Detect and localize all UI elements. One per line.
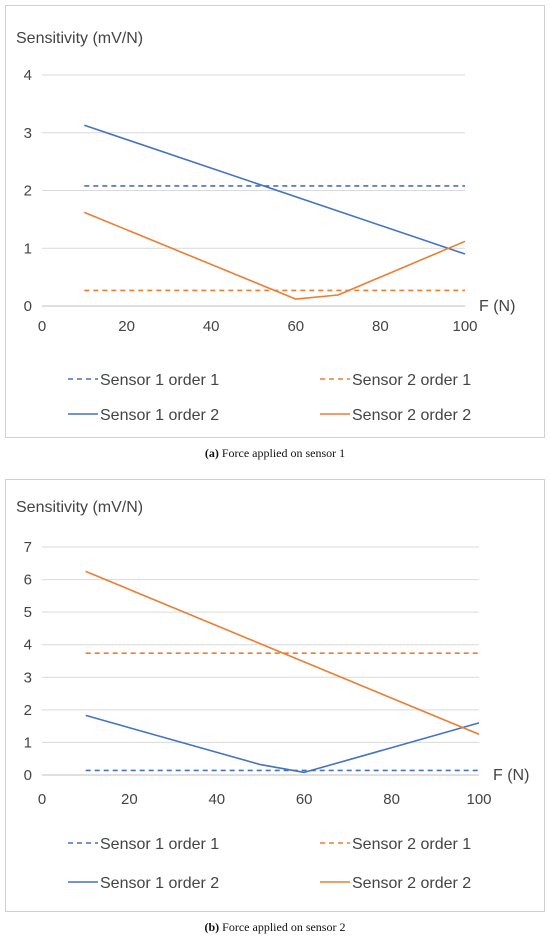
- chart-b-xtick-label: 100: [466, 791, 491, 808]
- chart-a-ytick-label: 4: [24, 67, 32, 84]
- chart-panel-b: 0 1 2 3 4 5 6 7 0 20 40 60 80 100 Sensitivity (mV/N) F …: [5, 479, 545, 912]
- chart-a-ytick-label: 2: [24, 183, 32, 200]
- chart-b-series-line-4: [85, 570, 480, 736]
- caption-a: (a) Force applied on sensor 1: [0, 446, 550, 461]
- chart-b-xtick-label: 0: [38, 791, 46, 808]
- chart-a-xtick-label: 100: [452, 318, 477, 335]
- chart-a-series-line-3: [84, 124, 466, 255]
- caption-b-text: Force applied on sensor 2: [219, 920, 346, 934]
- chart-b-series-line-3: [85, 714, 480, 774]
- chart-b-ytick-label: 6: [24, 572, 32, 589]
- chart-a-legend-label: Sensor 2 order 2: [352, 407, 471, 424]
- chart-a-series-line-4: [83, 211, 466, 300]
- caption-b-label: (b): [204, 920, 220, 934]
- chart-a-xtick-label: 40: [203, 318, 220, 335]
- chart-b-legend-label: Sensor 1 order 2: [100, 875, 219, 892]
- chart-b-ylabel: Sensitivity (mV/N): [16, 499, 143, 516]
- chart-b-xtick-label: 60: [296, 791, 313, 808]
- chart-b-ytick-label: 7: [24, 539, 32, 556]
- chart-a-xtick-label: 80: [372, 318, 389, 335]
- chart-b-ytick-label: 5: [24, 604, 32, 621]
- chart-a-ylabel: Sensitivity (mV/N): [16, 30, 143, 47]
- chart-panel-a: 0 1 2 3 4 0 20 40 60 80 100 Sensitivity (mV/N) F (N)…: [5, 5, 545, 438]
- chart-b-ytick-label: 3: [24, 669, 32, 686]
- chart-a-xtick-label: 20: [118, 318, 135, 335]
- chart-b-svg: 0 1 2 3 4 5 6 7 0 20 40 60 80 100 Sensitivity (mV/N) F …: [16, 499, 529, 892]
- chart-b-xtick-label: 20: [121, 791, 138, 808]
- chart-b-ytick-label: 2: [24, 702, 32, 719]
- chart-a-xtick-label: 60: [287, 318, 304, 335]
- chart-b-ytick-label: 0: [24, 767, 32, 784]
- caption-a-label: (a): [204, 446, 219, 460]
- chart-b-legend-label: Sensor 1 order 1: [100, 836, 219, 853]
- chart-b-xtick-label: 40: [208, 791, 225, 808]
- chart-a-ytick-label: 0: [24, 298, 32, 315]
- chart-a-xlabel: F (N): [479, 298, 515, 315]
- chart-b-xtick-label: 80: [383, 791, 400, 808]
- chart-b-ytick-label: 4: [24, 637, 32, 654]
- chart-a-legend-label: Sensor 1 order 1: [100, 372, 219, 389]
- chart-b-legend-label: Sensor 2 order 1: [352, 836, 471, 853]
- chart-b-legend-label: Sensor 2 order 2: [352, 875, 471, 892]
- caption-a-text: Force applied on sensor 1: [218, 446, 346, 460]
- chart-a-legend-label: Sensor 1 order 2: [100, 407, 219, 424]
- chart-a-xtick-label: 0: [38, 318, 46, 335]
- chart-a-ytick-label: 3: [24, 125, 32, 142]
- caption-b: (b) Force applied on sensor 2: [0, 920, 550, 935]
- chart-b-ytick-label: 1: [24, 734, 32, 751]
- chart-a-legend-label: Sensor 2 order 1: [352, 372, 471, 389]
- chart-a-ytick-label: 1: [24, 240, 32, 257]
- chart-b-xlabel: F (N): [493, 767, 529, 784]
